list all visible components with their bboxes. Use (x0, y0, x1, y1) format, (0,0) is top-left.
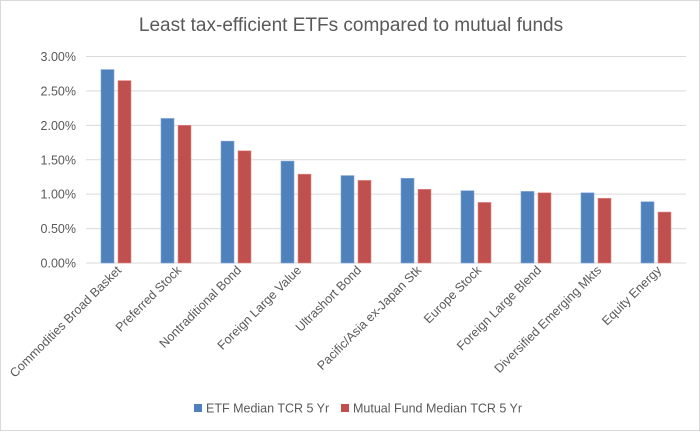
bar-mutual-fund (597, 197, 612, 264)
legend-swatch (341, 404, 349, 412)
bar-etf (460, 190, 475, 264)
bar-etf (640, 201, 655, 264)
bar-etf (580, 192, 595, 264)
chart-title: Least tax-efficient ETFs compared to mut… (139, 15, 563, 36)
x-tick-label: Commodities Broad Basket (7, 263, 124, 380)
y-tick-label: 0.00% (41, 257, 76, 271)
x-tick-label: Pacific/Asia ex-Japan Stk (314, 263, 424, 373)
legend-label: ETF Median TCR 5 Yr (206, 402, 329, 416)
bar-etf (100, 69, 115, 264)
bar-mutual-fund (177, 125, 192, 264)
bar-etf (520, 191, 535, 264)
bar-etf (400, 178, 415, 264)
bar-mutual-fund (537, 192, 552, 264)
y-tick-label: 1.50% (41, 153, 76, 167)
bar-mutual-fund (357, 180, 372, 264)
x-tick-label: Europe Stock (421, 263, 484, 326)
x-tick-label: Equity Energy (599, 263, 664, 328)
bar-mutual-fund (297, 173, 312, 264)
bar-etf (340, 175, 355, 264)
legend-swatch (194, 404, 202, 412)
bar-mutual-fund (237, 150, 252, 264)
y-tick-label: 2.00% (41, 119, 76, 133)
x-tick-label: Diversified Emerging Mkts (492, 263, 605, 376)
y-tick-label: 3.00% (41, 50, 76, 64)
bar-mutual-fund (477, 202, 492, 264)
bar-mutual-fund (117, 80, 132, 264)
y-tick-label: 0.50% (41, 222, 76, 236)
bar-etf (220, 140, 235, 264)
legend-label: Mutual Fund Median TCR 5 Yr (353, 402, 522, 416)
bar-etf (160, 118, 175, 264)
bar-mutual-fund (417, 189, 432, 264)
bar-mutual-fund (657, 211, 672, 264)
y-tick-label: 1.00% (41, 188, 76, 202)
y-tick-label: 2.50% (41, 84, 76, 98)
bar-etf (280, 160, 295, 264)
